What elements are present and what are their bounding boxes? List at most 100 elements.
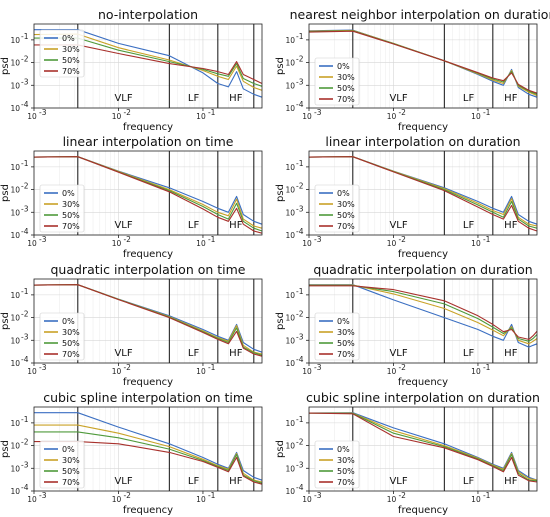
y-tick-exponent: -3 bbox=[296, 204, 304, 213]
x-tick-label: 10 bbox=[196, 112, 206, 121]
legend-label: 70% bbox=[62, 67, 80, 76]
y-tick-label: 10 bbox=[10, 336, 20, 345]
x-axis-label: frequency bbox=[398, 249, 448, 260]
legend-label: 30% bbox=[62, 456, 80, 465]
x-tick-label: 10 bbox=[302, 112, 312, 121]
x-tick-label: 10 bbox=[27, 239, 37, 248]
y-axis-label: psd bbox=[275, 440, 286, 458]
legend-label: 50% bbox=[337, 467, 355, 476]
x-tick-label: 10 bbox=[196, 367, 206, 376]
y-tick-label: 10 bbox=[285, 36, 295, 45]
band-label-vlf: VLF bbox=[389, 476, 407, 487]
x-tick-exponent: -1 bbox=[483, 363, 491, 372]
legend-label: 0% bbox=[62, 317, 75, 326]
series-line-70pct bbox=[308, 30, 538, 94]
x-tick-exponent: -3 bbox=[314, 363, 322, 372]
y-axis-label: psd bbox=[275, 57, 286, 75]
x-tick-exponent: -2 bbox=[398, 363, 406, 372]
x-tick-exponent: -1 bbox=[483, 491, 491, 500]
axes-frame bbox=[308, 23, 538, 109]
x-tick-label: 10 bbox=[27, 495, 37, 504]
x-tick-label: 10 bbox=[27, 367, 37, 376]
band-label-lf: LF bbox=[463, 220, 475, 231]
y-tick-exponent: -2 bbox=[21, 310, 29, 319]
y-tick-exponent: -2 bbox=[296, 55, 304, 64]
band-label-lf: LF bbox=[188, 93, 200, 104]
band-label-vlf: VLF bbox=[114, 348, 132, 359]
x-tick-exponent: -2 bbox=[398, 108, 406, 117]
panel-title: nearest neighbor interpolation on durati… bbox=[290, 7, 550, 22]
x-tick-label: 10 bbox=[112, 367, 122, 376]
x-tick-exponent: -1 bbox=[208, 363, 216, 372]
y-tick-exponent: -1 bbox=[21, 159, 29, 168]
y-tick-exponent: -4 bbox=[296, 355, 304, 364]
y-tick-label: 10 bbox=[10, 104, 20, 113]
x-tick-label: 10 bbox=[302, 367, 312, 376]
y-tick-exponent: -4 bbox=[21, 227, 29, 236]
axes-frame bbox=[33, 278, 263, 364]
y-tick-exponent: -4 bbox=[21, 355, 29, 364]
band-label-vlf: VLF bbox=[389, 348, 407, 359]
legend-box bbox=[39, 184, 85, 233]
band-label-lf: LF bbox=[188, 220, 200, 231]
y-tick-label: 10 bbox=[10, 291, 20, 300]
y-tick-label: 10 bbox=[10, 487, 20, 496]
band-label-vlf: VLF bbox=[389, 220, 407, 231]
x-axis-label: frequency bbox=[123, 505, 173, 516]
legend-label: 70% bbox=[62, 350, 80, 359]
series-line-70pct bbox=[33, 284, 263, 357]
y-tick-label: 10 bbox=[285, 419, 295, 428]
y-tick-exponent: -3 bbox=[296, 460, 304, 469]
legend-label: 50% bbox=[62, 339, 80, 348]
y-tick-label: 10 bbox=[10, 442, 20, 451]
legend-box bbox=[314, 440, 360, 489]
x-tick-label: 10 bbox=[387, 495, 397, 504]
band-label-hf: HF bbox=[229, 93, 243, 104]
axes-frame bbox=[33, 23, 263, 109]
legend-box bbox=[314, 57, 360, 106]
band-label-hf: HF bbox=[504, 93, 518, 104]
panel-title: linear interpolation on time bbox=[63, 134, 234, 149]
y-axis-label: psd bbox=[0, 312, 11, 330]
y-tick-exponent: -4 bbox=[21, 483, 29, 492]
x-axis-label: frequency bbox=[123, 122, 173, 133]
x-tick-label: 10 bbox=[27, 112, 37, 121]
x-tick-exponent: -1 bbox=[208, 491, 216, 500]
y-tick-label: 10 bbox=[10, 314, 20, 323]
series-line-70pct bbox=[34, 441, 263, 485]
y-tick-exponent: -4 bbox=[296, 100, 304, 109]
x-tick-exponent: -1 bbox=[483, 108, 491, 117]
x-tick-exponent: -1 bbox=[483, 235, 491, 244]
x-tick-exponent: -1 bbox=[208, 235, 216, 244]
series-line-70pct bbox=[33, 156, 263, 234]
y-tick-label: 10 bbox=[285, 487, 295, 496]
legend-label: 70% bbox=[337, 222, 355, 231]
legend-box bbox=[314, 184, 360, 233]
legend-label: 70% bbox=[337, 95, 355, 104]
legend-label: 50% bbox=[337, 84, 355, 93]
x-tick-label: 10 bbox=[471, 367, 481, 376]
legend-label: 70% bbox=[62, 478, 80, 487]
legend-box bbox=[39, 440, 85, 489]
band-label-vlf: VLF bbox=[114, 220, 132, 231]
y-tick-exponent: -1 bbox=[21, 32, 29, 41]
series-line-30pct bbox=[34, 424, 263, 483]
x-tick-exponent: -1 bbox=[208, 108, 216, 117]
y-axis-label: psd bbox=[275, 184, 286, 202]
band-label-lf: LF bbox=[463, 348, 475, 359]
y-tick-label: 10 bbox=[285, 464, 295, 473]
legend-label: 50% bbox=[62, 211, 80, 220]
x-tick-exponent: -2 bbox=[123, 491, 131, 500]
x-tick-exponent: -3 bbox=[314, 108, 322, 117]
y-tick-exponent: -2 bbox=[296, 182, 304, 191]
x-tick-exponent: -2 bbox=[398, 235, 406, 244]
x-tick-label: 10 bbox=[196, 239, 206, 248]
legend-label: 70% bbox=[337, 478, 355, 487]
series-line-30pct bbox=[33, 33, 263, 91]
series-line-0pct bbox=[308, 412, 538, 481]
series-line-50pct bbox=[34, 431, 263, 484]
y-tick-label: 10 bbox=[10, 359, 20, 368]
